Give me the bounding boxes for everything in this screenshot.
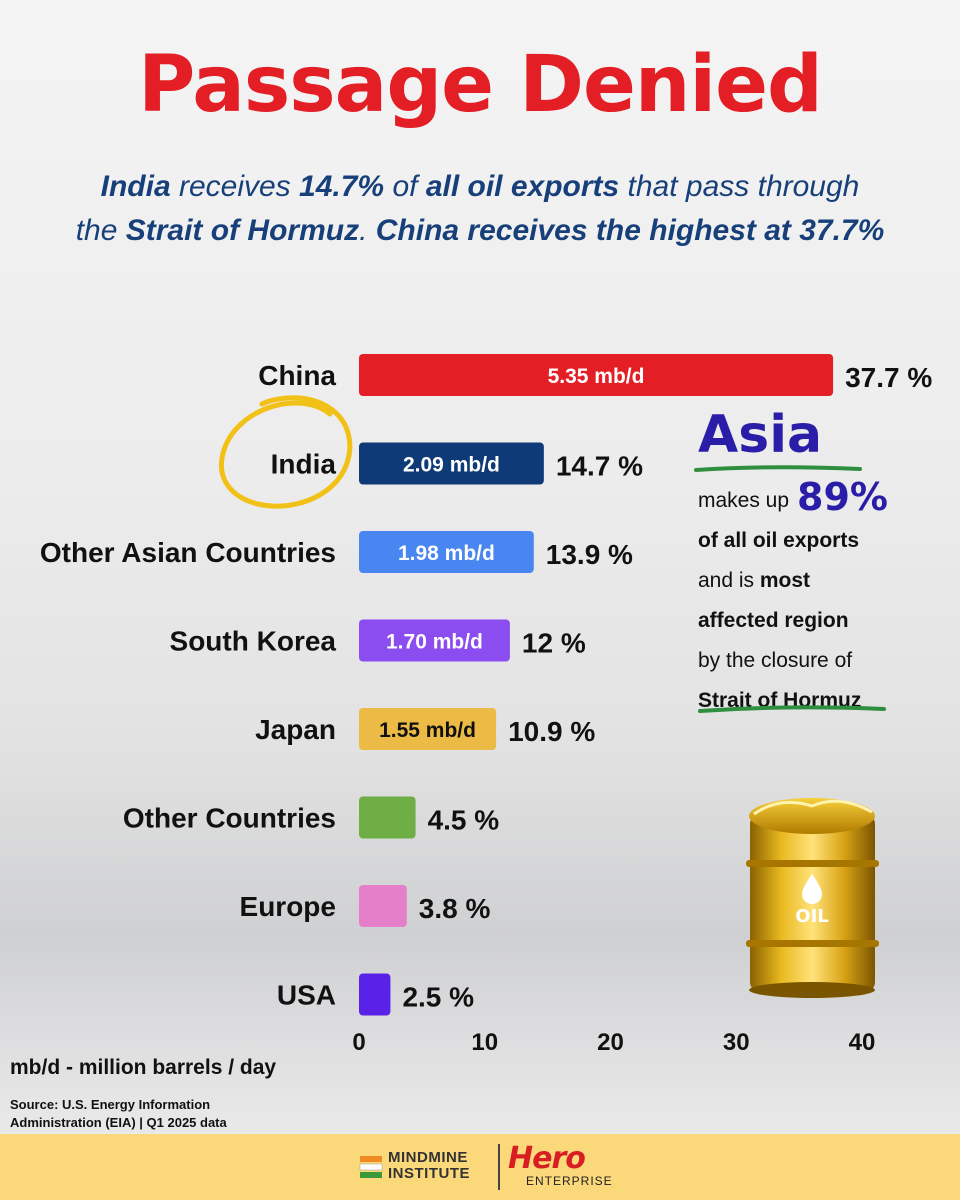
bar-label-japan: 1.55 mb/d bbox=[379, 719, 476, 742]
bar-india bbox=[359, 442, 544, 485]
x-tick-30: 30 bbox=[723, 1029, 750, 1056]
bar-chart: China 5.35 mb/d 37.7 % India 2.09 mb/d 14.7 %… bbox=[40, 354, 932, 1056]
category-label-india: India bbox=[271, 449, 337, 480]
barrel-label: OIL bbox=[795, 906, 828, 927]
category-label-other-countries: Other Countries bbox=[123, 803, 336, 834]
value-label-europe: 3.8 % bbox=[419, 893, 491, 924]
x-tick-20: 20 bbox=[597, 1029, 624, 1056]
callout-line-4: affected region bbox=[698, 609, 849, 632]
value-label-japan: 10.9 % bbox=[508, 716, 595, 747]
highlight-circle-india bbox=[219, 395, 353, 509]
x-tick-10: 10 bbox=[471, 1029, 498, 1056]
mindmine-logo-icon bbox=[359, 1156, 383, 1178]
hero-brand: Hero ENTERPRISE bbox=[508, 1141, 613, 1189]
category-label-china: China bbox=[258, 360, 336, 391]
bar-south-korea bbox=[359, 619, 510, 662]
bar-label-south-korea: 1.70 mb/d bbox=[386, 631, 483, 654]
page-title: Passage Denied bbox=[138, 40, 823, 130]
bar-label-china: 5.35 mb/d bbox=[548, 365, 645, 388]
callout-line-6: Strait of Hormuz bbox=[698, 689, 862, 712]
callout-big-value: 89% bbox=[797, 475, 889, 519]
footer: MINDMINE INSTITUTE Hero ENTERPRISE bbox=[0, 1134, 960, 1200]
bar-japan bbox=[359, 708, 497, 750]
x-tick-0: 0 bbox=[352, 1029, 365, 1056]
mindmine-brand: MINDMINE INSTITUTE bbox=[388, 1149, 470, 1182]
bar-europe bbox=[359, 885, 407, 927]
closing-underline bbox=[698, 705, 886, 713]
subtitle: India receives 14.7% of all oil exports … bbox=[30, 165, 930, 253]
value-label-other-asian-countries: 13.9 % bbox=[546, 539, 633, 570]
asia-callout: Asia makes up 89% of all oil exports and … bbox=[694, 405, 938, 721]
category-label-usa: USA bbox=[277, 980, 336, 1011]
unit-note: mb/d - million barrels / day bbox=[10, 1056, 277, 1079]
category-label-south-korea: South Korea bbox=[170, 626, 337, 657]
heading-underline bbox=[694, 465, 862, 472]
callout-heading: Asia bbox=[698, 405, 823, 465]
bar-china bbox=[359, 354, 834, 396]
bar-other-asian-countries bbox=[359, 531, 534, 573]
subtitle-line-1: India receives 14.7% of all oil exports … bbox=[100, 170, 860, 203]
bar-usa bbox=[359, 973, 391, 1016]
subtitle-line-2: the Strait of Hormuz. China receives the… bbox=[75, 214, 885, 247]
value-label-india: 14.7 % bbox=[556, 451, 643, 482]
source-note: Source: U.S. Energy Information Administ… bbox=[10, 1097, 227, 1130]
category-label-other-asian-countries: Other Asian Countries bbox=[40, 537, 336, 568]
callout-line-1: makes up 89% bbox=[698, 475, 889, 519]
bar-label-other-asian-countries: 1.98 mb/d bbox=[398, 542, 495, 565]
callout-line-2: of all oil exports bbox=[698, 529, 860, 552]
value-label-other-countries: 4.5 % bbox=[428, 805, 500, 836]
value-label-south-korea: 12 % bbox=[522, 628, 586, 659]
callout-line-3: and is most bbox=[698, 569, 811, 592]
callout-line-5: by the closure of bbox=[698, 649, 853, 672]
x-tick-40: 40 bbox=[849, 1029, 876, 1056]
oil-barrel-icon: OIL bbox=[746, 798, 879, 998]
value-label-usa: 2.5 % bbox=[402, 982, 474, 1013]
value-label-china: 37.7 % bbox=[845, 362, 932, 393]
category-label-europe: Europe bbox=[240, 891, 336, 922]
bar-other-countries bbox=[359, 796, 416, 839]
footer-divider bbox=[498, 1144, 500, 1190]
bar-label-india: 2.09 mb/d bbox=[403, 454, 500, 477]
category-label-japan: Japan bbox=[255, 714, 336, 745]
